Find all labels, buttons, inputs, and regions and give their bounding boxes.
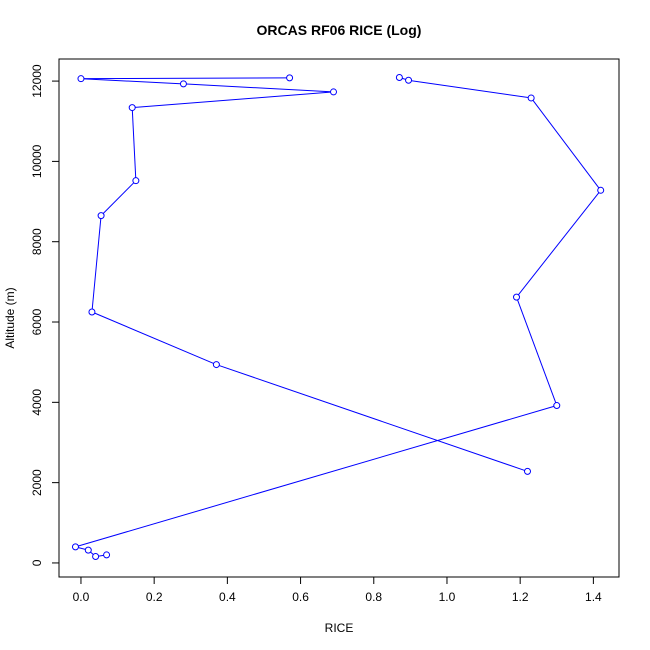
x-tick-label: 0.0	[73, 590, 90, 604]
x-tick-label: 0.2	[146, 590, 163, 604]
series-segment	[186, 83, 331, 93]
data-point	[330, 88, 338, 96]
data-point	[103, 551, 111, 559]
y-axis: 0 2000 4000 6000 8000 10000 12000	[30, 64, 60, 566]
series-segment	[78, 547, 86, 550]
data-point	[553, 402, 561, 410]
x-tick-label: 1.4	[585, 590, 602, 604]
y-axis-label: Altitude (m)	[3, 287, 17, 348]
plot-frame	[58, 58, 620, 578]
series-segment	[94, 312, 214, 364]
x-tick-label: 1.2	[512, 590, 529, 604]
x-axis-label: RICE	[325, 621, 354, 635]
data-point	[179, 80, 187, 88]
series-segment	[135, 91, 331, 108]
x-tick-label: 0.6	[292, 590, 309, 604]
series-segment	[83, 78, 181, 85]
series-segment	[517, 299, 557, 403]
x-tick-label: 0.8	[365, 590, 382, 604]
y-tick-label: 10000	[30, 144, 44, 178]
data-point	[527, 94, 535, 102]
y-tick-label: 12000	[30, 64, 44, 98]
series-segment	[78, 405, 555, 547]
series-segment	[98, 554, 104, 557]
data-point	[71, 543, 79, 551]
y-tick-label: 6000	[30, 308, 44, 335]
data-point	[132, 177, 140, 185]
series-segment	[517, 192, 600, 296]
data-point	[395, 73, 403, 81]
data-point	[77, 75, 85, 83]
series-1	[71, 73, 605, 561]
series-segment	[402, 77, 406, 80]
y-tick-label: 2000	[30, 469, 44, 496]
series-segment	[131, 110, 137, 178]
y-tick-label: 8000	[30, 228, 44, 255]
x-tick-label: 0.4	[219, 590, 236, 604]
series-segment	[532, 100, 600, 189]
series-segment	[90, 551, 94, 555]
data-point	[97, 212, 105, 220]
data-point	[84, 546, 92, 554]
data-point	[597, 186, 605, 194]
data-point	[286, 74, 294, 82]
x-axis: 0.0 0.2 0.4 0.6 0.8 1.0 1.2 1.4	[73, 576, 602, 604]
series-segment	[83, 77, 287, 80]
series-segment	[102, 182, 135, 214]
series-segment	[219, 365, 525, 471]
series-2	[77, 74, 531, 475]
data-point	[92, 553, 100, 561]
series-segment	[411, 80, 529, 99]
data-point	[523, 467, 531, 475]
y-tick-label: 0	[30, 559, 44, 566]
data-point	[513, 293, 521, 301]
data-point	[212, 361, 220, 369]
data-point	[128, 104, 136, 112]
y-tick-label: 4000	[30, 389, 44, 416]
data-point	[88, 308, 96, 316]
data-point	[405, 76, 413, 84]
series-segment	[91, 218, 102, 310]
chart-title: ORCAS RF06 RICE (Log)	[257, 22, 422, 38]
series-group	[71, 73, 605, 561]
x-tick-label: 1.0	[439, 590, 456, 604]
